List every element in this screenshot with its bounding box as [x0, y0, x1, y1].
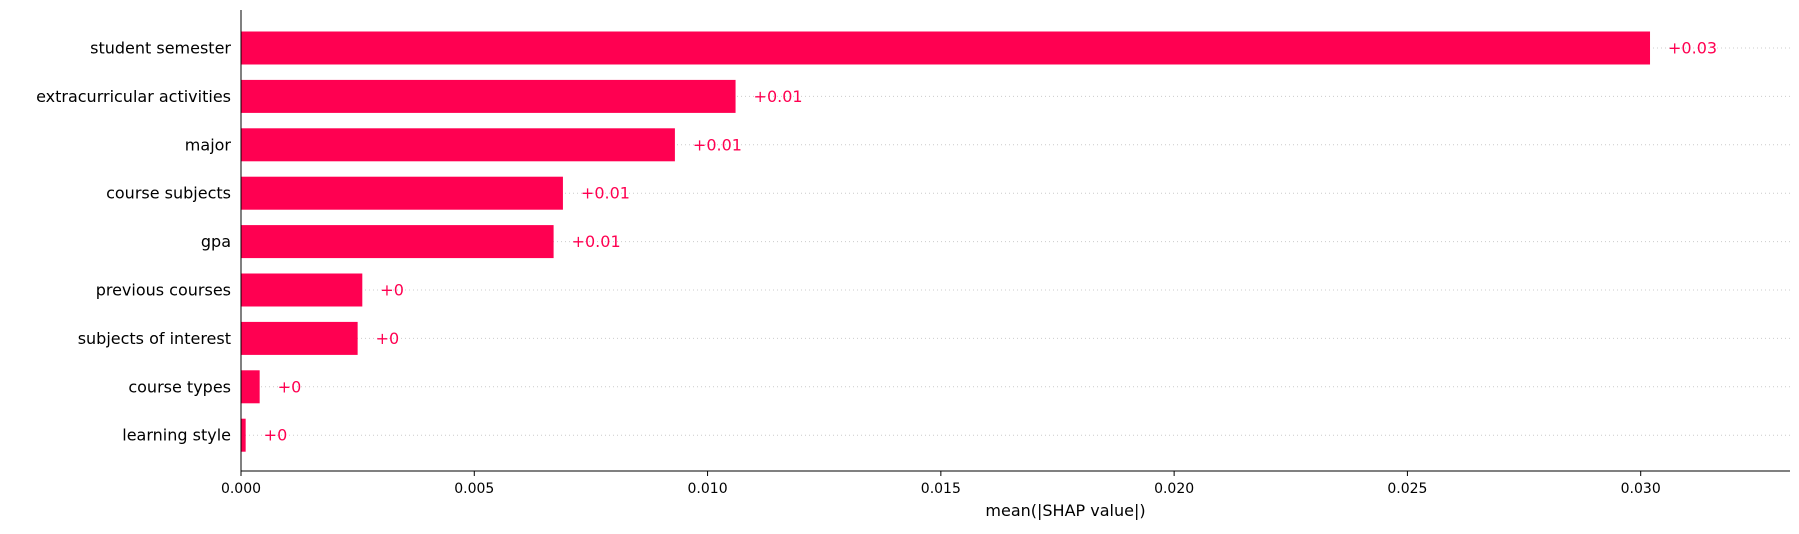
- value-label: +0.03: [1668, 39, 1717, 58]
- bar: [241, 321, 358, 355]
- category-label: student semester: [90, 39, 231, 58]
- x-tick-label: 0.015: [921, 481, 961, 497]
- bar: [241, 370, 260, 404]
- category-label: major: [185, 135, 232, 154]
- axes: [240, 10, 1790, 472]
- value-label: +0.01: [572, 232, 621, 251]
- bar: [241, 273, 363, 307]
- x-tick-label: 0.020: [1154, 481, 1194, 497]
- value-label: +0.01: [693, 135, 742, 154]
- value-labels: +0.03 +0.01 +0.01 +0.01 +0.01 +0 +0 +0 +0: [264, 39, 1717, 445]
- category-label: learning style: [122, 426, 231, 445]
- x-tick-label: 0.010: [688, 481, 728, 497]
- bar: [241, 79, 736, 113]
- bar: [241, 31, 1651, 65]
- bar: [241, 176, 563, 210]
- value-label: +0: [264, 426, 288, 445]
- x-tick-label: 0.000: [221, 481, 261, 497]
- bar: [241, 418, 246, 452]
- value-label: +0: [376, 329, 400, 348]
- bar: [241, 128, 675, 162]
- category-label: previous courses: [96, 281, 231, 300]
- value-label: +0.01: [581, 184, 630, 203]
- category-label: course types: [128, 377, 231, 396]
- x-tick-label: 0.005: [454, 481, 494, 497]
- category-labels: student semester extracurricular activiti…: [36, 39, 231, 445]
- x-tick-label: 0.025: [1387, 481, 1427, 497]
- x-tick-label: 0.030: [1621, 481, 1661, 497]
- x-axis-title: mean(|SHAP value|): [985, 501, 1145, 520]
- value-label: +0: [380, 281, 404, 300]
- value-label: +0.01: [754, 87, 803, 106]
- value-label: +0: [278, 377, 302, 396]
- category-label: gpa: [201, 232, 231, 251]
- bar: [241, 225, 554, 259]
- category-label: subjects of interest: [78, 329, 231, 348]
- x-ticks: 0.000 0.005 0.010 0.015 0.020 0.025 0.030: [221, 471, 1661, 497]
- bars: [241, 31, 1651, 452]
- category-label: extracurricular activities: [36, 87, 231, 106]
- category-label: course subjects: [106, 184, 231, 203]
